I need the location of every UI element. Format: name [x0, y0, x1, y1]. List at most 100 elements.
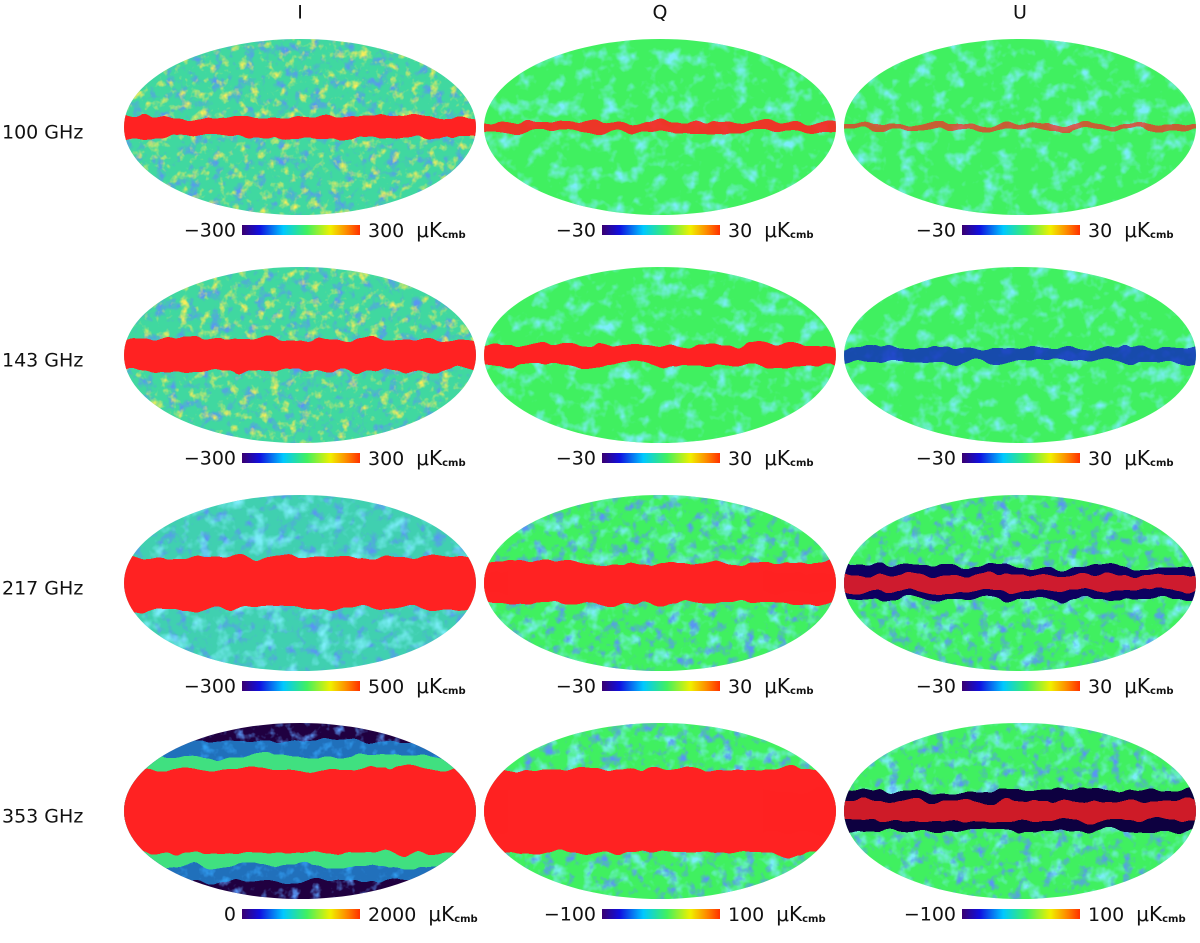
colorbar-max: 30 μKcmb: [728, 674, 814, 698]
galactic-band-red: [484, 573, 836, 593]
colorbar-max: 500 μKcmb: [368, 674, 466, 698]
colorbar-min: −300: [184, 448, 236, 470]
galactic-band: [484, 345, 836, 365]
colorbar-max: 100 μKcmb: [728, 902, 826, 926]
colorbar-max-value: 100: [728, 904, 764, 926]
colorbar-max-value: 100: [1088, 904, 1124, 926]
colorbar-max: 30 μKcmb: [1088, 674, 1174, 698]
row-label: 353 GHz: [2, 806, 83, 828]
unit: μK: [764, 218, 791, 242]
colorbar: [242, 225, 360, 235]
unit-subscript: cmb: [790, 230, 814, 241]
unit-subscript: cmb: [1150, 458, 1174, 469]
colorbar: [962, 909, 1080, 919]
sky-map: [844, 39, 1196, 215]
colorbar-max: 30 μKcmb: [728, 218, 814, 242]
unit: μK: [428, 902, 455, 926]
sky-map: [124, 39, 476, 215]
unit: μK: [1136, 902, 1163, 926]
colorbar: [602, 453, 720, 463]
galactic-band-red: [844, 575, 1196, 591]
colorbar-min: −30: [916, 448, 956, 470]
colorbar-max: 300 μKcmb: [368, 218, 466, 242]
sky-map: [484, 495, 836, 671]
sky-map: [124, 495, 476, 671]
galactic-band: [844, 124, 1196, 130]
colorbar: [602, 909, 720, 919]
colorbar-min: −100: [904, 904, 956, 926]
colorbar-max: 30 μKcmb: [728, 446, 814, 470]
colorbar: [962, 453, 1080, 463]
sky-map: [844, 723, 1196, 899]
sky-map: [844, 495, 1196, 671]
colorbar: [962, 225, 1080, 235]
row-label: 100 GHz: [2, 122, 83, 144]
colorbar: [602, 681, 720, 691]
galactic-band: [124, 117, 476, 137]
colorbar-min: −30: [556, 448, 596, 470]
galactic-band: [124, 339, 476, 371]
unit-subscript: cmb: [1150, 686, 1174, 697]
colorbar-min: −30: [556, 676, 596, 698]
colorbar-min: 0: [224, 904, 236, 926]
unit-subscript: cmb: [790, 458, 814, 469]
unit-subscript: cmb: [442, 458, 466, 469]
sky-map: [484, 723, 836, 899]
galactic-band: [484, 122, 836, 132]
colorbar: [242, 681, 360, 691]
colorbar-min: −300: [184, 220, 236, 242]
colorbar: [602, 225, 720, 235]
unit-subscript: cmb: [1162, 914, 1186, 925]
galactic-band: [124, 769, 476, 853]
colorbar-max-value: 30: [728, 220, 752, 242]
unit: μK: [416, 674, 443, 698]
galactic-band: [844, 348, 1196, 362]
sky-map: [124, 723, 476, 899]
colorbar-max-value: 30: [728, 448, 752, 470]
sky-map: [844, 267, 1196, 443]
row-label: 143 GHz: [2, 350, 83, 372]
unit-subscript: cmb: [1150, 230, 1174, 241]
unit: μK: [416, 446, 443, 470]
colorbar-min: −300: [184, 676, 236, 698]
unit-subscript: cmb: [802, 914, 826, 925]
galactic-band-red: [484, 790, 836, 832]
unit: μK: [1124, 218, 1151, 242]
colorbar-max: 30 μKcmb: [1088, 446, 1174, 470]
unit: μK: [1124, 674, 1151, 698]
colorbar-max-value: 300: [368, 448, 404, 470]
unit: μK: [764, 674, 791, 698]
column-header: I: [297, 2, 303, 24]
colorbar-max-value: 30: [1088, 676, 1112, 698]
unit: μK: [1124, 446, 1151, 470]
unit: μK: [776, 902, 803, 926]
colorbar-max-value: 300: [368, 220, 404, 242]
colorbar-max-value: 500: [368, 676, 404, 698]
sky-map: [124, 267, 476, 443]
row-label: 217 GHz: [2, 578, 83, 600]
unit-subscript: cmb: [442, 686, 466, 697]
sky-map: [484, 267, 836, 443]
sky-map: [484, 39, 836, 215]
colorbar-max: 30 μKcmb: [1088, 218, 1174, 242]
unit-subscript: cmb: [790, 686, 814, 697]
column-header: Q: [653, 2, 668, 24]
colorbar: [242, 453, 360, 463]
colorbar-min: −100: [544, 904, 596, 926]
colorbar-max-value: 30: [1088, 448, 1112, 470]
colorbar-max-value: 2000: [368, 904, 416, 926]
colorbar-max: 2000 μKcmb: [368, 902, 478, 926]
unit-subscript: cmb: [454, 914, 478, 925]
galactic-band: [124, 557, 476, 609]
colorbar: [962, 681, 1080, 691]
colorbar-max: 100 μKcmb: [1088, 902, 1186, 926]
colorbar-min: −30: [556, 220, 596, 242]
colorbar: [242, 909, 360, 919]
colorbar-min: −30: [916, 220, 956, 242]
colorbar-max: 300 μKcmb: [368, 446, 466, 470]
colorbar-max-value: 30: [728, 676, 752, 698]
colorbar-min: −30: [916, 676, 956, 698]
unit-subscript: cmb: [442, 230, 466, 241]
